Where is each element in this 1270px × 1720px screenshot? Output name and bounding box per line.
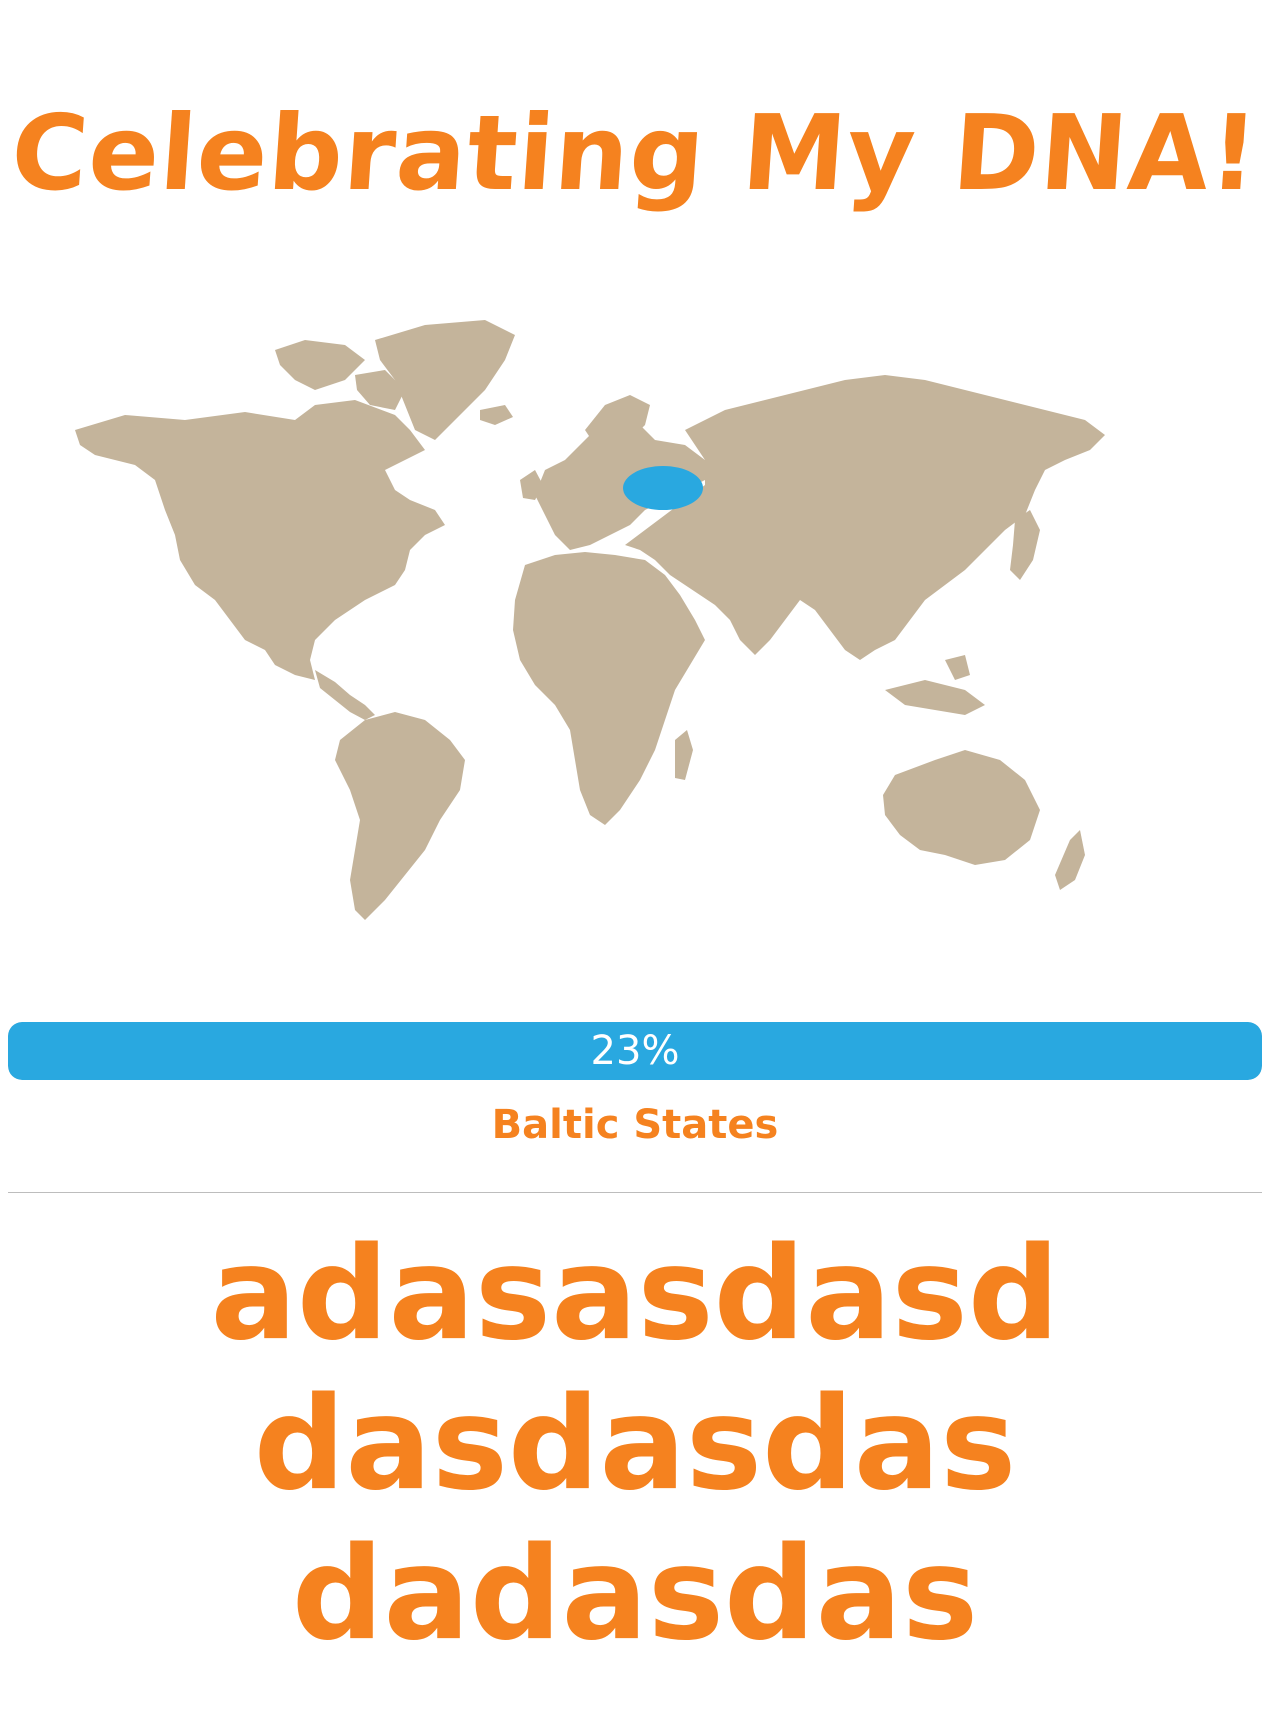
- page-title: Celebrating My DNA!: [7, 92, 1263, 214]
- message-block: adasasdasd dasdasdas dadasdas: [0, 1220, 1270, 1670]
- africa-shape: [513, 552, 705, 825]
- message-line: dasdasdas: [253, 1370, 1017, 1519]
- japan-shape: [1010, 510, 1040, 580]
- asia-shape: [625, 375, 1105, 660]
- british-isles-shape: [520, 470, 543, 500]
- divider: [8, 1192, 1262, 1193]
- sea-islands-shape: [885, 680, 985, 715]
- baltic-highlight: [623, 466, 703, 510]
- arctic-islands-shape-2: [355, 370, 405, 410]
- world-map: [65, 320, 1205, 970]
- scandinavia-shape: [585, 395, 650, 450]
- world-map-land: [75, 320, 1105, 920]
- ancestry-percent: 23%: [590, 1028, 680, 1074]
- ancestry-progress-fill: [8, 1022, 1262, 1080]
- madagascar-shape: [675, 730, 693, 780]
- ancestry-region: Baltic States: [491, 1102, 779, 1148]
- message-line: dadasdas: [291, 1520, 979, 1669]
- central-america-shape: [315, 670, 375, 720]
- europe-shape: [535, 415, 705, 550]
- ancestry-progress-bar: 23%: [8, 1022, 1262, 1080]
- south-america-shape: [335, 712, 465, 920]
- greenland-shape: [375, 320, 515, 440]
- north-america-shape: [75, 400, 445, 680]
- australia-shape: [883, 750, 1040, 865]
- new-zealand-shape: [1055, 830, 1085, 890]
- arctic-islands-shape: [275, 340, 365, 390]
- message-line: adasasdasd: [210, 1220, 1060, 1369]
- sea-islands-shape-2: [945, 655, 970, 680]
- iceland-shape: [480, 405, 513, 425]
- baltic-states-highlight: [623, 466, 703, 510]
